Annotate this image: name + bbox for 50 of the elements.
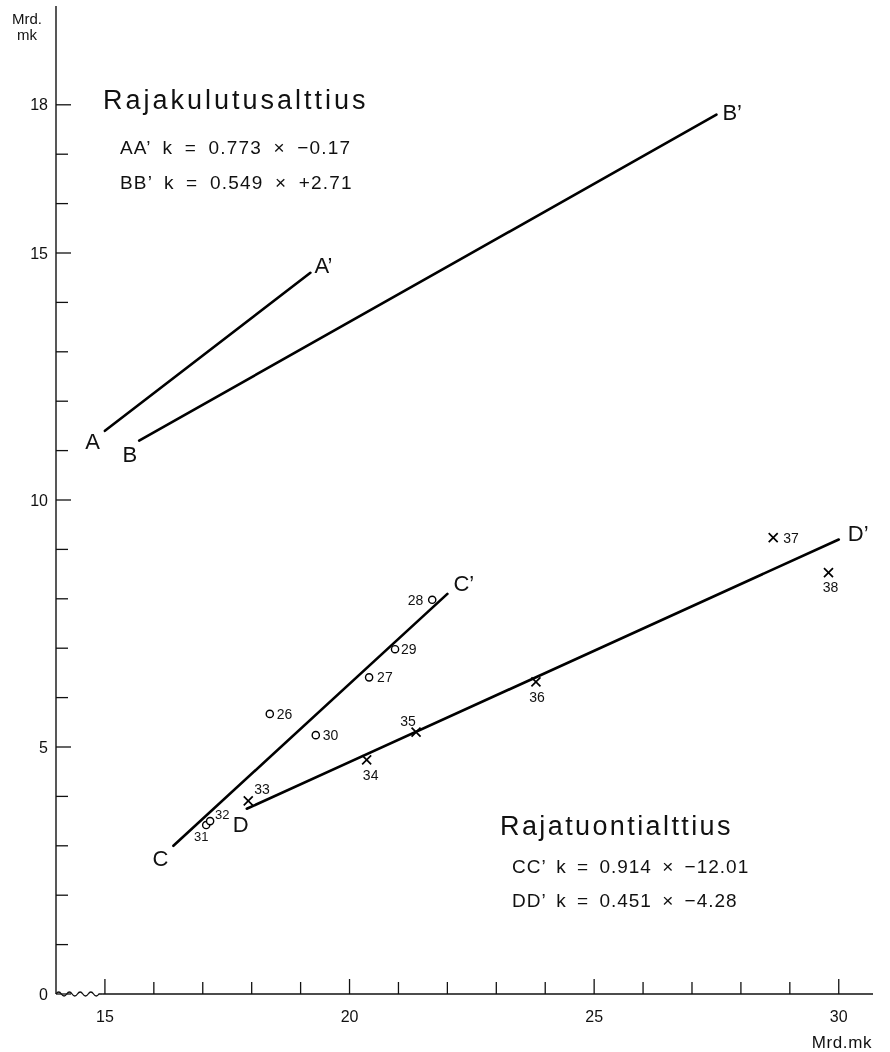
annotation: 37 [783, 529, 799, 546]
point [265, 709, 275, 719]
annotation: A [85, 428, 101, 454]
point [205, 816, 215, 826]
annotation: B’ [722, 99, 743, 125]
x-tick-label: 20 [340, 1007, 359, 1025]
annotation: DD’ k = 0.451 × −4.28 [512, 889, 738, 911]
point [311, 730, 321, 740]
annotation: 35 [400, 713, 417, 730]
annotation: CC’ k = 0.914 × −12.01 [512, 855, 750, 877]
annotation: D’ [847, 520, 869, 546]
annotation: Rajatuontialttius [500, 811, 733, 841]
annotation: 29 [401, 641, 417, 658]
annotation: 36 [529, 688, 545, 705]
x-tick-label: 25 [585, 1007, 604, 1025]
y-tick-label: 0 [39, 985, 49, 1003]
point [427, 595, 437, 605]
annotation: 31 [193, 828, 209, 844]
point [242, 795, 254, 807]
point [390, 644, 400, 654]
y-tick-label: 5 [39, 738, 49, 756]
x-axis-title: Mrd.mk [811, 1032, 872, 1052]
annotation: C [152, 845, 169, 871]
annotation: C’ [453, 570, 475, 596]
point [823, 567, 834, 578]
point [364, 673, 374, 682]
annotation: 34 [362, 766, 379, 783]
annotation: BB’ k = 0.549 × +2.71 [120, 171, 353, 193]
y-axis-title: Mrd. mk [12, 9, 42, 43]
point [767, 532, 779, 543]
annotation: A’ [314, 252, 333, 278]
x-tick-label: 15 [96, 1007, 114, 1025]
y-tick-label: 18 [30, 96, 49, 114]
y-tick-label: 10 [30, 491, 49, 509]
annotation: AA’ k = 0.773 × −0.17 [120, 136, 352, 158]
annotation: 32 [215, 806, 230, 822]
x-tick-label: 30 [829, 1007, 848, 1025]
annotation: B [122, 441, 138, 467]
annotation: 27 [377, 669, 393, 686]
y-tick-label: 15 [30, 244, 49, 262]
annotation: 30 [322, 727, 339, 744]
annotation: D [232, 811, 249, 837]
annotation: 38 [822, 578, 839, 595]
point [410, 726, 422, 738]
annotation: 33 [254, 780, 271, 797]
annotation: Rajakulutusalttius [103, 85, 369, 115]
annotation: 28 [407, 591, 424, 608]
point [530, 676, 542, 688]
annotation: 26 [276, 705, 293, 722]
point [361, 754, 373, 766]
